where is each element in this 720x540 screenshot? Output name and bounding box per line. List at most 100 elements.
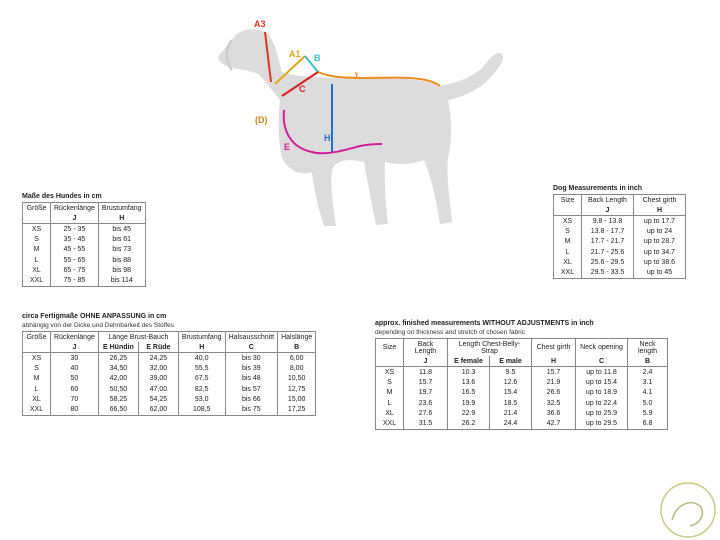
table-row: XS 30 26,25 24,25 40,0 bis 30 6,00 xyxy=(22,352,317,364)
table-cell: 40 xyxy=(50,363,99,374)
table-row: S 40 34,50 32,00 55,5 bis 39 8,00 xyxy=(22,363,317,374)
table-row: M 45 - 55 bis 73 xyxy=(22,244,146,255)
table-title: Maße des Hundes in cm xyxy=(22,193,102,200)
table-cell: up to 25.9 xyxy=(575,408,628,419)
label-d: (D) xyxy=(255,115,268,125)
table-block: circa Fertigmaße OHNE ANPASSUNG in cm abh… xyxy=(22,313,317,416)
table-row: XXL 29.5 - 33.5 up to 45 xyxy=(553,267,686,279)
table-cell: 23.6 xyxy=(403,397,448,409)
table-row: L 55 - 65 bis 88 xyxy=(22,254,146,266)
table-cell: 21.9 xyxy=(531,377,576,388)
column-header: Chest girth xyxy=(633,194,686,206)
table-cell: bis 39 xyxy=(224,363,279,374)
table-cell: XS xyxy=(22,352,51,364)
table-cell: 25 - 35 xyxy=(50,223,99,235)
table-cell: L xyxy=(22,254,51,266)
table-cell: XL xyxy=(22,394,51,405)
column-subheader: B xyxy=(627,356,668,368)
table-row: M 17.7 - 21.7 up to 28.7 xyxy=(553,236,686,247)
table-cell: XXL xyxy=(22,404,51,416)
table-cell: 75 - 85 xyxy=(50,275,99,287)
measure-j xyxy=(317,71,441,87)
table-cell: 17,25 xyxy=(277,404,317,416)
table-block: Dog Measurements in inch Size Back Length C… xyxy=(553,185,686,279)
table-cell: 19.7 xyxy=(403,387,448,398)
table-row: L 60 50,50 47,00 82,5 bis 57 12,75 xyxy=(22,383,317,395)
table-cell: 26,25 xyxy=(97,352,139,364)
table-cell: 26.6 xyxy=(531,387,576,398)
table-row: S 15.7 13.6 12.6 21.9 up to 15.4 3.1 xyxy=(375,377,668,388)
table-cell: M xyxy=(22,244,51,255)
column-header: Back Length xyxy=(403,338,448,357)
table-cell: S xyxy=(22,363,51,374)
logo xyxy=(660,482,716,538)
column-subheader: E male xyxy=(489,356,532,368)
table-body: XS 9.8 - 13.8 up to 17.7 S 13.8 - 17.7 up to … xyxy=(553,215,686,279)
column-subheader xyxy=(553,205,582,217)
header-row: Größe Rückenlänge Brustumfang xyxy=(22,202,146,214)
table-cell: 15.4 xyxy=(489,387,532,398)
table-cell: 6.8 xyxy=(627,418,668,430)
table-head: Größe Rückenlänge Brustumfang J H xyxy=(22,202,146,225)
table-title: approx. finished measurements WITHOUT AD… xyxy=(375,320,594,327)
column-subheader: H xyxy=(633,205,686,217)
label-c: C xyxy=(299,84,306,94)
column-subheader: C xyxy=(224,342,279,354)
table-cell: L xyxy=(22,383,51,395)
table-cell: M xyxy=(375,387,404,398)
table-cell: 30 xyxy=(50,352,99,364)
table-cell: XXL xyxy=(375,418,404,430)
table-cell: bis 75 xyxy=(224,404,279,416)
table-cell: 50,50 xyxy=(97,383,139,395)
measure-e xyxy=(282,109,383,155)
table-cell: 4.1 xyxy=(627,387,668,398)
table-cell: 29.5 - 33.5 xyxy=(581,267,634,279)
table-cell: 55,5 xyxy=(177,363,226,374)
column-header: Size xyxy=(553,194,582,206)
table-row: XS 25 - 35 bis 45 xyxy=(22,223,146,235)
table-cell: 19.9 xyxy=(447,397,490,409)
table-cell: 62,00 xyxy=(137,404,179,416)
table-cell: up to 11.8 xyxy=(575,366,628,378)
table-row: L 23.6 19.9 18.5 32.5 up to 22.4 5.0 xyxy=(375,397,668,409)
table-cell: XL xyxy=(22,265,51,276)
table-cell: 12,75 xyxy=(277,383,317,395)
table-cell: XS xyxy=(22,223,51,235)
size-table: Größe Rückenlänge Brustumfang J H XS 25 - 35 bi… xyxy=(22,202,146,287)
table-cell: 24,25 xyxy=(137,352,179,364)
column-subheader: E female xyxy=(447,356,490,368)
column-header: Brustumfang xyxy=(177,331,226,343)
table-body: XS 11.8 10.3 9.5 15.7 up to 11.8 2.4 S 15.7 13.6 1… xyxy=(375,366,668,430)
table-cell: 21.4 xyxy=(489,408,532,419)
table-cell: up to 38.6 xyxy=(633,257,686,268)
table-cell: 6,00 xyxy=(277,352,317,364)
table-cell: 3.1 xyxy=(627,377,668,388)
table-cell: XL xyxy=(553,257,582,268)
table-row: L 21.7 - 25.6 up to 34.7 xyxy=(553,246,686,258)
table-cell: 25.6 - 29.5 xyxy=(581,257,634,268)
table-cell: 80 xyxy=(50,404,99,416)
table-body: XS 25 - 35 bis 45 S 35 - 45 bis 61 M 45 - 55 bis… xyxy=(22,223,146,287)
table-cell: XS xyxy=(375,366,404,378)
table-subtitle: depending on thickness and stretch of ch… xyxy=(375,329,525,336)
column-subheader: E Rüde xyxy=(137,342,179,354)
column-header: Size xyxy=(375,338,404,357)
table-cell: 66,50 xyxy=(97,404,139,416)
table-cell: 42,00 xyxy=(97,373,139,384)
table-subtitle: abhängig von der Dicke und Dehnbarkeit d… xyxy=(22,322,175,329)
table-cell: up to 18.9 xyxy=(575,387,628,398)
column-header: Größe xyxy=(22,202,51,214)
header-row: Size Back Length Length Chest-Belly-Strap C… xyxy=(375,338,668,357)
header-row: Größe Rückenlänge Länge Brust-Bauch Brustum… xyxy=(22,331,317,343)
table-cell: 10.3 xyxy=(447,366,490,378)
table-cell: 13.8 - 17.7 xyxy=(581,226,634,237)
label-e: E xyxy=(284,142,290,152)
column-header: Rückenlänge xyxy=(50,202,99,214)
table-cell: 32.5 xyxy=(531,397,576,409)
table-cell: M xyxy=(22,373,51,384)
column-subheader xyxy=(22,213,51,225)
